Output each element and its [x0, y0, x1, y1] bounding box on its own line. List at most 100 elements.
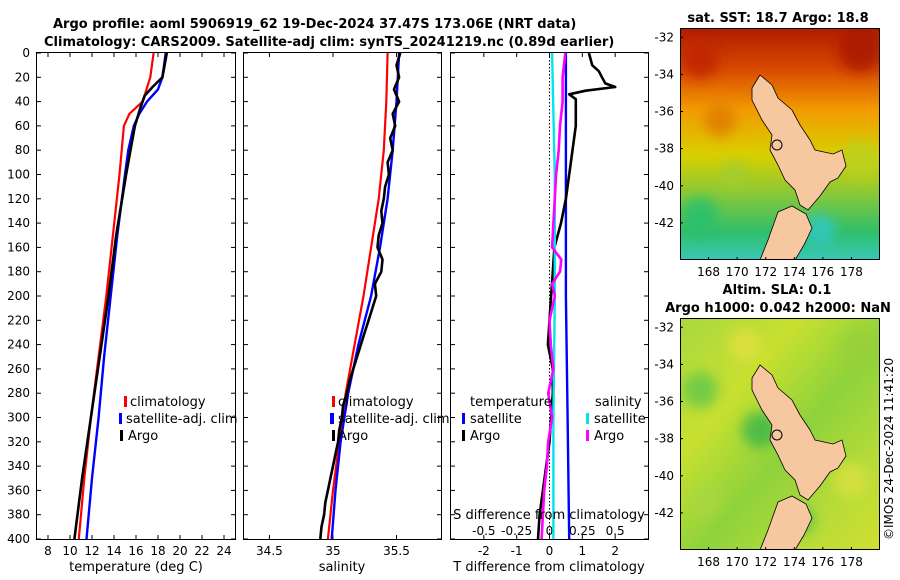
sla-north-island	[751, 364, 847, 501]
temperature-legend: climatology satellite-adj. clim Argo	[119, 395, 238, 444]
xtick-label: 35	[325, 544, 340, 558]
xtick-label: 1	[579, 544, 587, 558]
ytick-label: 300	[7, 411, 30, 425]
difference-axes: -2 -1 0 1 2 -0.5 -0.25 0 0.25 0.5 T difference fr…	[450, 52, 649, 575]
xtick-label: 2	[611, 544, 619, 558]
x2tick-label: 0.25	[569, 524, 596, 538]
sst-south-island	[759, 205, 813, 260]
ytick-label: 400	[7, 532, 30, 546]
sst-map	[680, 28, 880, 260]
xtick-label: 12	[84, 544, 99, 558]
map-xtick-label: 174	[783, 265, 806, 279]
map-ytick-label: -38	[654, 432, 674, 446]
ytick-label: 180	[7, 265, 30, 279]
map-ytick-label: -42	[654, 506, 674, 520]
map-ytick-label: -32	[654, 30, 674, 44]
ytick-label: 320	[7, 435, 30, 449]
difference-ticks: -2 -1 0 1 2 -0.5 -0.25 0 0.25 0.5	[451, 52, 648, 558]
map-xtick-label: 168	[697, 555, 720, 569]
sal-legend-swatch-argo	[332, 430, 335, 441]
ytick-label: 160	[7, 240, 30, 254]
title-line2: Climatology: CARS2009. Satellite-adj cli…	[44, 35, 614, 50]
ytick-label: 120	[7, 192, 30, 206]
ytick-label: 0	[22, 46, 30, 60]
legend-swatch-climatology	[124, 396, 127, 407]
ytick-label: 200	[7, 289, 30, 303]
map-ytick-label: -36	[654, 105, 674, 119]
sal-legend-satellite-adj: satellite-adj. clim	[338, 412, 450, 427]
legend-swatch-satellite-adj	[119, 413, 122, 424]
xtick-label: 10	[62, 544, 77, 558]
xtick-label: 18	[150, 544, 165, 558]
map-xtick-label: 170	[726, 265, 749, 279]
ytick-label: 280	[7, 386, 30, 400]
ytick-label: 240	[7, 338, 30, 352]
ytick-label: 80	[15, 143, 30, 157]
x2tick-label: -0.25	[501, 524, 532, 538]
salinity-ticks: 34.5 35 35.5	[244, 52, 441, 558]
map-ytick-label: -40	[654, 469, 674, 483]
xtick-label: 14	[106, 544, 121, 558]
temperature-lines	[73, 52, 169, 540]
sst-north-island	[751, 74, 847, 211]
ytick-label: 220	[7, 313, 30, 327]
map-xtick-label: 172	[754, 555, 777, 569]
sal-legend-climatology: climatology	[338, 395, 414, 410]
series-line-argo	[319, 52, 402, 540]
sst-map-ticks: 168 170 172 174 176 178 -32 -34 -36 -38 -40 -42	[654, 30, 862, 279]
ytick-label: 60	[15, 119, 30, 133]
ytick-label: 340	[7, 459, 30, 473]
temperature-xlabel: temperature (deg C)	[69, 560, 203, 575]
map-xtick-label: 178	[840, 555, 863, 569]
title-line1: Argo profile: aoml 5906919_62 19-Dec-202…	[53, 17, 576, 32]
ytick-label: 380	[7, 508, 30, 522]
series-line-t-satellite	[564, 53, 571, 540]
map-ytick-label: -40	[654, 179, 674, 193]
x2tick-label: -0.5	[472, 524, 495, 538]
series-line-satellite-adj-clim	[85, 52, 167, 540]
xtick-label: 20	[172, 544, 187, 558]
imos-watermark: ©IMOS 24-Dec-2024 11:41:20	[882, 358, 896, 540]
diff-legend-temperature: temperature	[470, 395, 552, 410]
sst-map-frame	[680, 28, 880, 260]
x2tick-label: 0.5	[606, 524, 625, 538]
xtick-label: 24	[216, 544, 231, 558]
sst-argo-marker	[771, 139, 783, 151]
series-line-climatology	[77, 52, 155, 540]
sla-map-ticks: 168 170 172 174 176 178 -32 -34 -36 -38 -40 -42	[654, 320, 862, 569]
map-ytick-label: -34	[654, 357, 674, 371]
temperature-ticks: 0 20 40 60 80 100 120 140 160 180 200 220 240 260 280 3…	[7, 46, 235, 558]
sal-legend-argo: Argo	[338, 429, 368, 444]
diff-legend-t-argo: Argo	[470, 429, 500, 444]
sla-map-title: Altim. SLA: 0.1	[723, 283, 832, 298]
legend-swatch-argo	[120, 430, 123, 441]
diff-legend-swatch-t-argo	[462, 430, 465, 441]
ytick-label: 140	[7, 216, 30, 230]
temperature-axes: 0 20 40 60 80 100 120 140 160 180 200 220 240 260 280 3…	[7, 46, 238, 575]
map-xtick-label: 168	[697, 265, 720, 279]
difference-lines	[536, 52, 617, 540]
salinity-xlabel: salinity	[319, 560, 366, 575]
difference-legend: temperature satellite Argo salinity sate…	[462, 395, 646, 444]
ytick-label: 360	[7, 483, 30, 497]
xtick-label: -1	[511, 544, 523, 558]
map-xtick-label: 178	[840, 265, 863, 279]
series-line-argo	[73, 52, 169, 540]
salinity-axes: 34.5 35 35.5 salinity climatology satellit…	[243, 52, 450, 575]
xtick-label: 16	[128, 544, 143, 558]
ytick-label: 40	[15, 95, 30, 109]
s-difference-xlabel: S difference from climatology	[453, 508, 645, 523]
series-line-satellite-adj-clim	[330, 52, 401, 540]
sla-map-frame	[680, 318, 880, 550]
map-ytick-label: -38	[654, 142, 674, 156]
legend-satellite-adj: satellite-adj. clim	[126, 412, 238, 427]
xtick-label: 0	[546, 544, 554, 558]
ytick-label: 100	[7, 168, 30, 182]
xtick-label: 8	[44, 544, 52, 558]
diff-legend-salinity: salinity	[595, 395, 642, 410]
ytick-label: 20	[15, 70, 30, 84]
sla-map-subtitle: Argo h1000: 0.042 h2000: NaN	[665, 301, 891, 316]
map-xtick-label: 176	[811, 265, 834, 279]
map-ytick-label: -42	[654, 216, 674, 230]
